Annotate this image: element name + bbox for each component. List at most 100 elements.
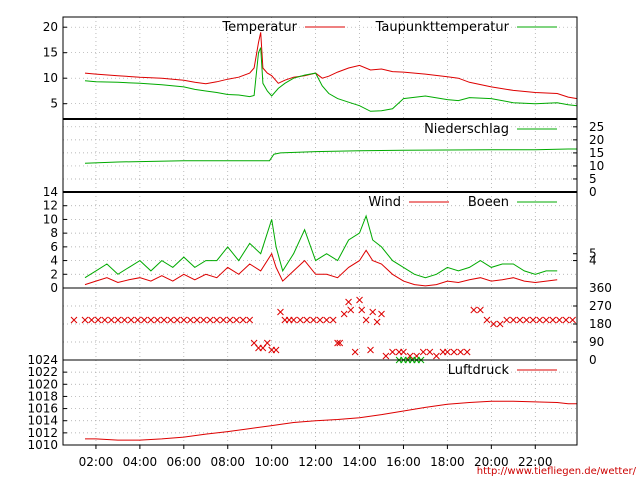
scatter-point xyxy=(81,316,89,324)
legend-label: Temperatur xyxy=(221,20,297,35)
scatter-point xyxy=(303,316,311,324)
legend-label: Niederschlag xyxy=(424,122,509,137)
scatter-point xyxy=(336,339,344,347)
y-tick-label-left: 14 xyxy=(43,185,58,199)
x-tick-label: 14:00 xyxy=(342,455,377,469)
panel-1: 5 10 15 20 Taupunkttemperatur Temperatur xyxy=(43,16,578,120)
scatter-point xyxy=(529,316,537,324)
scatter-point xyxy=(154,316,161,324)
series-line-2-1 xyxy=(84,148,577,164)
scatter-point xyxy=(147,316,155,324)
scatter-point xyxy=(351,348,359,356)
scatter-point xyxy=(562,316,570,324)
scatter-point xyxy=(310,316,317,324)
y-tick-label-right: 10 xyxy=(589,159,604,173)
y-tick-label-left: 2 xyxy=(50,267,58,281)
scatter-point xyxy=(213,316,221,324)
series-line-1-2 xyxy=(84,47,578,112)
series-line-3-1 xyxy=(84,249,558,287)
x-tick-label: 22:00 xyxy=(518,455,553,469)
y-tick-label-left: 1010 xyxy=(27,438,58,452)
scatter-point xyxy=(263,339,271,347)
y-tick-label-left: 1018 xyxy=(27,389,58,403)
y-tick-label-right: 0 xyxy=(589,353,597,367)
scatter-point xyxy=(556,316,563,324)
y-tick-label-right: 90 xyxy=(589,335,604,349)
x-tick-label: 12:00 xyxy=(298,455,333,469)
scatter-point xyxy=(70,316,78,324)
scatter-point xyxy=(356,296,363,304)
scatter-point xyxy=(140,316,148,324)
scatter-point xyxy=(127,316,135,324)
scatter-point xyxy=(450,348,458,356)
scatter-point xyxy=(516,316,524,324)
scatter-point xyxy=(509,316,517,324)
y-tick-label-left: 1022 xyxy=(27,365,58,379)
y-tick-label-right: 4 xyxy=(589,254,597,268)
scatter-point xyxy=(277,308,284,316)
y-tick-label-left: 20 xyxy=(43,20,58,34)
scatter-point xyxy=(134,316,142,324)
x-axis: 02:00 04:00 06:00 08:00 10:00 12:00 14:00 16:00… xyxy=(79,445,553,469)
x-tick-label: 02:00 xyxy=(79,455,114,469)
y-tick-label-left: 1012 xyxy=(27,426,58,440)
x-tick-label: 08:00 xyxy=(210,455,245,469)
legend-label: Luftdruck xyxy=(448,363,510,378)
x-tick-label: 16:00 xyxy=(386,455,421,469)
scatter-point xyxy=(121,316,128,324)
scatter-point xyxy=(362,316,370,324)
scatter-point xyxy=(490,320,497,328)
scatter-point xyxy=(206,316,214,324)
scatter-point xyxy=(358,306,366,314)
series-line-5-1 xyxy=(85,400,577,441)
scatter-point xyxy=(193,316,201,324)
y-tick-label-left: 1016 xyxy=(27,402,58,416)
y-tick-label-right: 5 xyxy=(589,247,597,261)
x-tick-label: 18:00 xyxy=(430,455,465,469)
x-tick-label: 04:00 xyxy=(123,455,158,469)
scatter-point xyxy=(406,352,414,360)
panel-frame xyxy=(62,359,578,446)
y-tick-label-left: 1024 xyxy=(27,353,58,367)
scatter-point xyxy=(378,310,385,318)
scatter-point xyxy=(523,316,530,324)
scatter-point xyxy=(457,348,464,356)
legend-label: Boeen xyxy=(468,195,509,210)
scatter-point xyxy=(233,316,240,324)
scatter-point xyxy=(373,318,381,326)
source-url[interactable]: http://www.tiefliegen.de/wetter/ xyxy=(477,466,637,477)
scatter-point xyxy=(483,316,491,324)
legend-label: Taupunkttemperatur xyxy=(375,20,510,35)
y-tick-label-left: 10 xyxy=(43,71,58,85)
y-tick-label-left: 5 xyxy=(50,97,58,111)
scatter-point xyxy=(88,316,95,324)
scatter-point xyxy=(569,316,576,324)
y-tick-label-right: 5 xyxy=(589,172,597,186)
scatter-point xyxy=(296,316,304,324)
scatter-point xyxy=(347,306,355,314)
scatter-point xyxy=(101,316,109,324)
scatter-point xyxy=(470,306,478,314)
scatter-point xyxy=(173,316,181,324)
scatter-point xyxy=(246,316,254,324)
scatter-point xyxy=(160,316,168,324)
y-tick-label-right: 270 xyxy=(589,299,612,313)
scatter-point xyxy=(476,306,484,314)
scatter-point xyxy=(200,316,207,324)
scatter-point xyxy=(272,346,280,354)
y-tick-label-left: 15 xyxy=(43,46,58,60)
y-tick-label-left: 4 xyxy=(50,254,58,268)
y-tick-label-right: 180 xyxy=(589,317,612,331)
series-line-1-1 xyxy=(84,32,578,100)
panel-4: 0 90 180 270 360 xyxy=(62,281,612,367)
scatter-point xyxy=(167,316,174,324)
x-tick-label: 06:00 xyxy=(167,455,202,469)
y-tick-label-right: 20 xyxy=(589,133,604,147)
y-tick-label-left: 1014 xyxy=(27,414,58,428)
scatter-point xyxy=(329,316,337,324)
